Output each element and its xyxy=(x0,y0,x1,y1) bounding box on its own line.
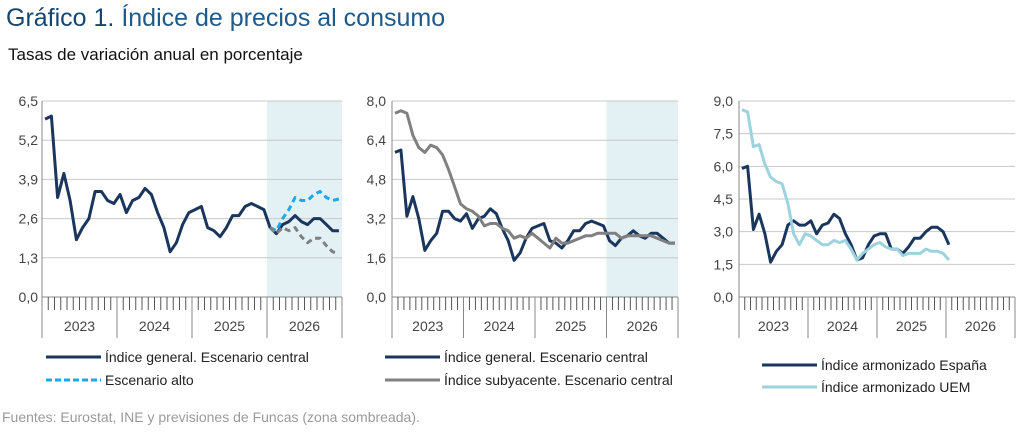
legend-label: Índice armonizado España xyxy=(821,357,987,373)
x-tick-label: 2026 xyxy=(965,318,996,334)
source-note: Fuentes: Eurostat, INE y previsiones de … xyxy=(2,409,420,425)
x-tick-label: 2023 xyxy=(758,318,789,334)
y-tick-label: 3,0 xyxy=(714,224,734,240)
series-line-1 xyxy=(44,114,339,254)
y-tick-label: 0,0 xyxy=(19,289,39,305)
x-tick-label: 2025 xyxy=(214,318,245,334)
x-tick-label: 2025 xyxy=(555,318,586,334)
y-tick-label: 6,5 xyxy=(19,93,39,109)
series-line-2 xyxy=(394,109,675,250)
y-tick-label: 5,2 xyxy=(19,132,39,148)
chart-panel-2: 0,0 1,6 3,2 4,8 6,4 8,0 2023 2024 2025 2026 Índice… xyxy=(367,93,679,388)
chart-panel-3: 0,0 1,5 3,0 4,5 6,0 7,5 9,0 2023 2024 2025 2026 Índ… xyxy=(714,93,1016,395)
x-tick-label: 2024 xyxy=(827,318,858,334)
chart-subtitle: Tasas de variación anual en porcentaje xyxy=(8,45,303,64)
y-tick-label: 2,6 xyxy=(19,211,39,227)
y-tick-label: 1,3 xyxy=(19,250,39,266)
x-tick-label: 2026 xyxy=(289,318,320,334)
legend-label: Escenario alto xyxy=(105,372,194,388)
y-tick-label: 6,0 xyxy=(714,158,734,174)
chart-title: Gráfico 1. Índice de precios al consumo xyxy=(6,4,445,33)
y-tick-label: 1,6 xyxy=(367,250,387,266)
x-tick-label: 2024 xyxy=(139,318,170,334)
chart-panel-1: 0,0 1,3 2,6 3,9 5,2 6,5 2023 2024 2025 2026 Índice… xyxy=(19,93,343,388)
legend-label: Índice armonizado UEM xyxy=(821,379,970,395)
y-tick-label: 3,9 xyxy=(19,171,39,187)
series-line-1 xyxy=(741,164,951,264)
y-tick-label: 9,0 xyxy=(714,93,734,109)
x-tick-label: 2023 xyxy=(412,318,443,334)
series-line-2 xyxy=(741,108,951,262)
x-tick-label: 2025 xyxy=(896,318,927,334)
y-tick-label: 3,2 xyxy=(367,211,387,227)
y-tick-label: 1,5 xyxy=(714,256,734,272)
series-line-2 xyxy=(269,190,340,233)
x-tick-label: 2023 xyxy=(64,318,95,334)
legend-label: Índice general. Escenario central xyxy=(444,349,648,365)
legend-label: Índice general. Escenario central xyxy=(105,349,309,365)
y-tick-label: 4,5 xyxy=(714,191,734,207)
title-number: Gráfico 1. xyxy=(6,4,115,32)
x-tick-label: 2024 xyxy=(484,318,515,334)
forecast-shade xyxy=(606,101,678,297)
y-tick-label: 7,5 xyxy=(714,126,734,142)
y-tick-label: 0,0 xyxy=(714,289,734,305)
y-tick-label: 0,0 xyxy=(367,289,387,305)
y-tick-label: 6,4 xyxy=(367,132,387,148)
y-tick-label: 4,8 xyxy=(367,171,387,187)
y-tick-label: 8,0 xyxy=(367,93,387,109)
legend-label: Índice subyacente. Escenario central xyxy=(444,372,673,388)
x-tick-label: 2026 xyxy=(627,318,658,334)
title-text: Índice de precios al consumo xyxy=(121,4,446,32)
